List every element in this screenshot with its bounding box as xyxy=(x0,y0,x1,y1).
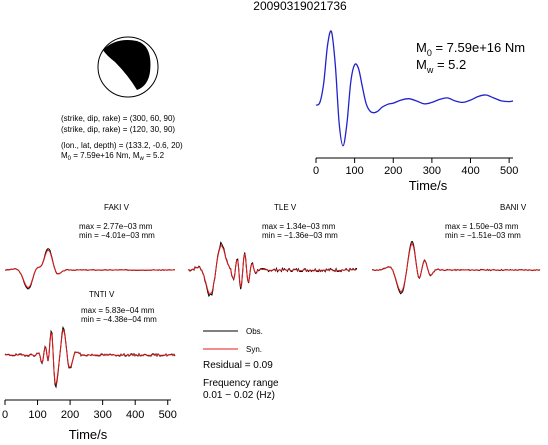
waveform-x-tick-label: 500 xyxy=(159,409,177,421)
waveform-x-tick-label: 400 xyxy=(126,409,144,421)
station-name: BANI V xyxy=(500,203,527,212)
stf-x-tick-label: 500 xyxy=(500,165,518,177)
synthetic-trace xyxy=(187,244,358,294)
beachball xyxy=(97,36,159,98)
station-name: TNTI V xyxy=(89,290,115,299)
synthetic-trace xyxy=(4,329,176,386)
frequency-range-label: Frequency range xyxy=(203,378,279,389)
mechanism-moment: M0 = 7.59e+16 Nm, Mw = 5.2 xyxy=(61,151,165,162)
legend: Obs. Syn. Residual = 0.09 Frequency rang… xyxy=(203,327,279,401)
synthetic-trace xyxy=(5,249,175,289)
station-min: min = −1.36e−03 mm xyxy=(262,231,338,240)
station-max: max = 1.50e−03 mm xyxy=(445,222,519,231)
station-panel-tnti: TNTI V max = 5.83e−04 mm min = −4.38e−04… xyxy=(4,290,176,389)
stf-x-tick-label: 100 xyxy=(345,165,363,177)
waveform-x-tick-label: 0 xyxy=(2,409,8,421)
station-max: max = 5.83e−04 mm xyxy=(81,306,155,315)
station-panel-faki: FAKI V max = 2.77e−03 mm min = −4.01e−03… xyxy=(4,203,176,290)
stf-x-tick-label: 200 xyxy=(384,165,402,177)
waveform-tick-group: 0 100 200 300 400 500 xyxy=(2,400,177,421)
waveform-x-axis-label: Time/s xyxy=(69,427,108,442)
stf-x-axis-label: Time/s xyxy=(409,178,448,193)
stf-x-tick-label: 300 xyxy=(423,165,441,177)
stf-moment-label: M0 = 7.59e+16 Nm xyxy=(416,40,525,58)
station-name: TLE V xyxy=(274,203,297,212)
synthetic-trace xyxy=(371,243,541,293)
station-panel-bani: BANI V max = 1.50e−03 mm min = −1.51e−03… xyxy=(371,203,541,295)
mechanism-plane1: (strike, dip, rake) = (300, 60, 90) xyxy=(61,114,175,123)
legend-observed-label: Obs. xyxy=(246,327,263,336)
legend-synthetic-label: Syn. xyxy=(246,345,262,354)
station-name: FAKI V xyxy=(104,203,130,212)
station-panel-tle: TLE V max = 1.34e−03 mm min = −1.36e−03 … xyxy=(187,203,358,298)
station-min: min = −4.38e−04 mm xyxy=(81,315,157,324)
waveform-x-tick-label: 200 xyxy=(61,409,79,421)
frequency-range-value: 0.01 − 0.02 (Hz) xyxy=(203,390,275,401)
waveform-time-axis: 0 100 200 300 400 500 Time/s xyxy=(2,399,177,442)
source-time-function-plot: 0 100 200 300 400 500 Time/s M0 = 7.59e+16 Nm… xyxy=(313,30,525,193)
mechanism-plane2: (strike, dip, rake) = (120, 30, 90) xyxy=(61,125,175,134)
waveform-x-tick-label: 100 xyxy=(28,409,46,421)
station-max: max = 2.77e−03 mm xyxy=(79,222,153,231)
observed-trace xyxy=(4,326,176,389)
station-min: min = −1.51e−03 mm xyxy=(445,231,521,240)
stf-tick-group: 0 100 200 300 400 500 xyxy=(313,158,518,177)
station-max: max = 1.34e−03 mm xyxy=(262,222,336,231)
observed-trace xyxy=(4,248,176,290)
beachball-compression-quadrant xyxy=(103,40,151,90)
mechanism-location: (lon., lat, depth) = (133.2, -0.6, 20) xyxy=(61,141,183,150)
event-title: 20090319021736 xyxy=(253,0,347,13)
waveform-x-tick-label: 300 xyxy=(93,409,111,421)
station-min: min = −4.01e−03 mm xyxy=(79,231,155,240)
stf-x-tick-label: 0 xyxy=(313,165,319,177)
residual-label: Residual = 0.09 xyxy=(203,360,273,371)
stf-line xyxy=(315,30,514,147)
stf-x-tick-label: 400 xyxy=(461,165,479,177)
observed-trace xyxy=(371,241,541,295)
stf-mw-label: Mw = 5.2 xyxy=(416,57,466,75)
